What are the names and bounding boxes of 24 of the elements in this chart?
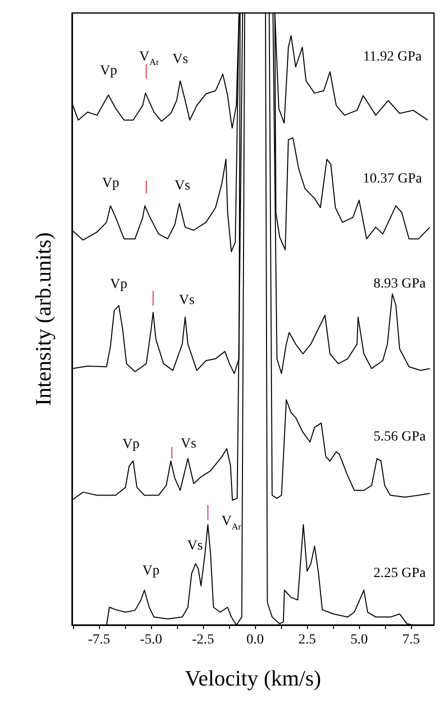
annotation: 8.93 GPa <box>374 276 426 292</box>
annotation: 5.56 GPa <box>374 430 426 445</box>
annotation: Vs <box>187 538 203 554</box>
annotation: Vp <box>110 277 128 292</box>
annotation: Vp <box>102 176 120 192</box>
x-tick-label: -5.0 <box>140 632 162 648</box>
x-tick-label: 7.5 <box>402 632 420 648</box>
annotation: Vs <box>180 436 196 452</box>
x-tick-label: 0.0 <box>246 632 264 648</box>
annotation: 2.25 GPa <box>374 566 426 582</box>
annotation: Vp <box>142 564 160 579</box>
y-axis-title: Intensity (arb.units) <box>30 232 56 406</box>
annotation: Vs <box>174 178 190 194</box>
annotation: 11.92 GPa <box>363 50 422 65</box>
annotation: Vp <box>122 436 140 452</box>
x-tick-label: -7.5 <box>88 632 110 648</box>
annotation: 10.37 GPa <box>362 171 423 186</box>
x-axis-title: Velocity (km/s) <box>184 666 322 690</box>
annotation: Vp <box>100 64 118 79</box>
annotation: Vs <box>178 293 195 308</box>
x-tick-label: -2.5 <box>192 632 214 648</box>
x-tick-label: 2.5 <box>298 632 316 648</box>
annotation: Vs <box>172 52 188 68</box>
x-tick-label: 5.0 <box>350 632 368 648</box>
